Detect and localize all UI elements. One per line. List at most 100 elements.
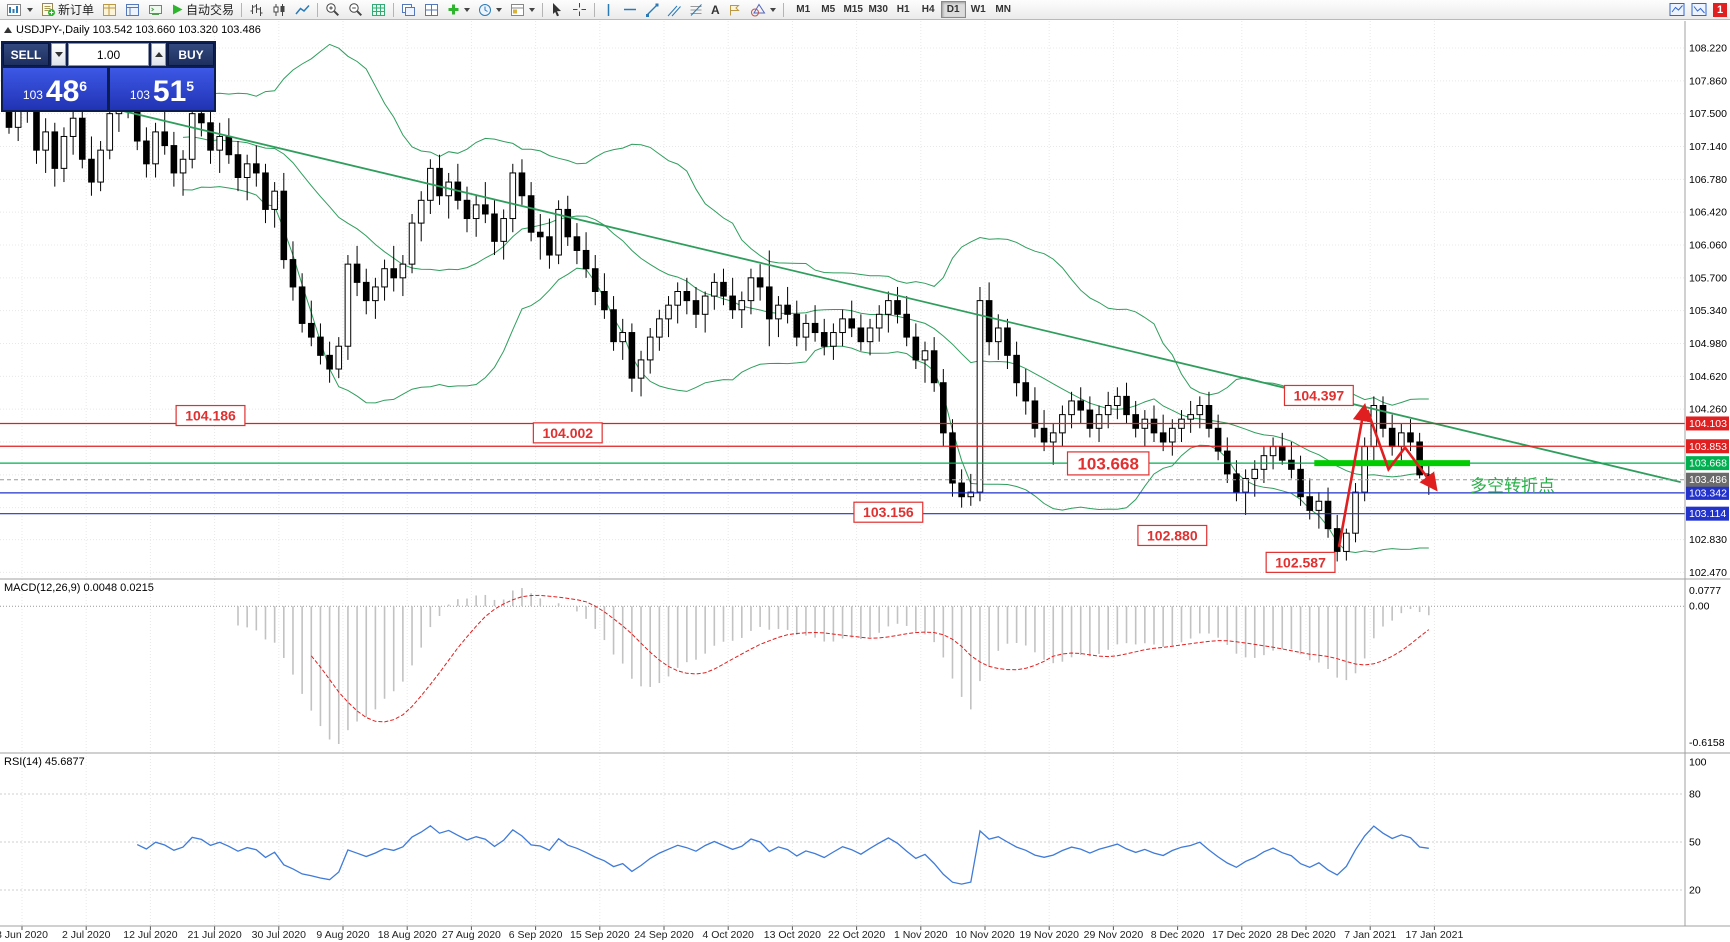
notification-badge[interactable]: 1: [1713, 3, 1727, 17]
candle: [500, 218, 507, 242]
bar-chart-button[interactable]: [245, 1, 268, 19]
data-window-icon: [126, 3, 140, 16]
rsi-indicator-title: RSI(14) 45.6877: [4, 756, 85, 768]
bid-price-button[interactable]: 103 48 6: [3, 68, 107, 110]
volume-input[interactable]: [68, 43, 149, 66]
bar-chart-icon: [250, 3, 263, 16]
zoom-out-button[interactable]: [344, 1, 367, 19]
price-annotation[interactable]: 102.587: [1265, 551, 1336, 573]
text-label-tool-button[interactable]: [724, 1, 746, 19]
timeframe-button-m1[interactable]: M1: [796, 4, 811, 15]
terminal-icon: [149, 4, 163, 15]
candle: [1223, 450, 1231, 475]
text-tool-button[interactable]: A: [707, 1, 724, 19]
candle: [564, 208, 572, 238]
one-click-panel-toggle-icon[interactable]: [4, 27, 12, 33]
toolbar-right-icons: [1669, 2, 1707, 17]
candle: [1040, 427, 1048, 443]
price-annotation[interactable]: 104.186: [175, 404, 246, 427]
price-axis-label: 107.500: [1689, 108, 1727, 120]
candle: [1187, 414, 1194, 420]
trendline-tool-button[interactable]: [641, 1, 663, 19]
channel-tool-button[interactable]: [663, 1, 685, 19]
trend-arrow[interactable]: [1366, 409, 1438, 492]
indicator-list-button[interactable]: [367, 1, 390, 19]
horizontal-line-tool-button[interactable]: [619, 1, 641, 19]
rsi-level-label: 100: [1689, 757, 1707, 769]
date-axis-label: 19 Nov 2020: [1019, 929, 1079, 941]
price-axis-label: 104.980: [1689, 338, 1727, 350]
timeframe-button-h1[interactable]: H1: [896, 4, 910, 15]
toolbar-separator: [782, 2, 784, 17]
date-axis-label: 13 Oct 2020: [764, 929, 821, 941]
price-annotation[interactable]: 103.156: [853, 501, 924, 523]
shapes-tool-button[interactable]: [746, 1, 780, 19]
add-indicator-icon: [448, 4, 459, 15]
ask-price-button[interactable]: 103 51 5: [110, 68, 214, 110]
timeframe-button-m15[interactable]: M15: [843, 4, 863, 15]
note-text[interactable]: 多空转折点: [1470, 477, 1555, 496]
price-annotation[interactable]: 104.002: [532, 422, 603, 444]
svg-text:103.668: 103.668: [1077, 455, 1138, 474]
volume-down-button[interactable]: [51, 43, 66, 66]
timeframe-button-h4[interactable]: H4: [921, 4, 935, 15]
trendline[interactable]: [57, 94, 1681, 483]
price-annotation[interactable]: 102.880: [1137, 524, 1208, 547]
buy-button[interactable]: BUY: [168, 43, 214, 66]
line-chart-button[interactable]: [291, 1, 314, 19]
candle: [69, 117, 77, 137]
volume-up-button[interactable]: [151, 43, 166, 66]
date-axis-label: 18 Aug 2020: [378, 929, 437, 941]
candle: [692, 300, 700, 315]
candle: [1398, 432, 1405, 448]
date-axis-label: 24 Sep 2020: [634, 929, 694, 941]
new-order-button[interactable]: 新订单: [37, 1, 98, 19]
new-chart-button[interactable]: [3, 1, 37, 19]
candle: [591, 268, 599, 293]
timeframe-button-m30[interactable]: M30: [868, 4, 888, 15]
zoom-in-button[interactable]: [321, 1, 344, 19]
candlestick-chart-button[interactable]: [268, 1, 291, 19]
chart-window-icon[interactable]: [1691, 2, 1707, 17]
terminal-button[interactable]: [144, 1, 167, 19]
candlestick-icon: [273, 3, 285, 16]
vertical-line-tool-button[interactable]: [598, 1, 619, 19]
market-watch-button[interactable]: [98, 1, 121, 19]
candle: [1297, 468, 1304, 498]
template-button[interactable]: [506, 1, 539, 19]
price-axis-label: 102.830: [1689, 534, 1727, 546]
auto-trading-button[interactable]: 自动交易: [167, 1, 238, 19]
fibonacci-tool-button[interactable]: [685, 1, 707, 19]
add-indicator-button[interactable]: [443, 1, 474, 19]
tile-windows-button[interactable]: [420, 1, 443, 19]
chart-window-icon[interactable]: [1669, 2, 1685, 17]
candle: [711, 281, 718, 297]
crosshair-tool-button[interactable]: [568, 1, 591, 19]
sell-button[interactable]: SELL: [3, 43, 49, 66]
date-axis-label: 8 Jun 2020: [0, 929, 48, 941]
candle: [243, 163, 251, 179]
macd-indicator-title: MACD(12,26,9) 0.0048 0.0215: [4, 582, 154, 594]
period-selector-button[interactable]: [474, 1, 506, 19]
rsi-level-label: 20: [1689, 885, 1701, 897]
price-annotation[interactable]: 104.397: [1283, 384, 1354, 407]
data-window-button[interactable]: [121, 1, 144, 19]
horizontal-line-icon: [624, 8, 637, 11]
date-axis-label: 22 Oct 2020: [828, 929, 885, 941]
timeframe-button-w1[interactable]: W1: [970, 4, 986, 15]
timeframe-button-d1[interactable]: D1: [940, 1, 966, 18]
price-annotation[interactable]: 103.668: [1066, 451, 1150, 476]
cursor-tool-button[interactable]: [546, 1, 568, 19]
trend-arrow[interactable]: [1337, 402, 1371, 548]
candle: [857, 327, 865, 343]
timeframe-button-m5[interactable]: M5: [821, 4, 836, 15]
candle: [1278, 446, 1286, 461]
cascade-windows-button[interactable]: [397, 1, 420, 19]
date-axis-label: 28 Dec 2020: [1276, 929, 1336, 941]
candle: [1095, 414, 1103, 429]
toolbar-separator: [317, 2, 319, 17]
candle: [912, 336, 920, 361]
indicator-list-icon: [372, 3, 386, 16]
timeframe-button-mn[interactable]: MN: [995, 4, 1011, 15]
